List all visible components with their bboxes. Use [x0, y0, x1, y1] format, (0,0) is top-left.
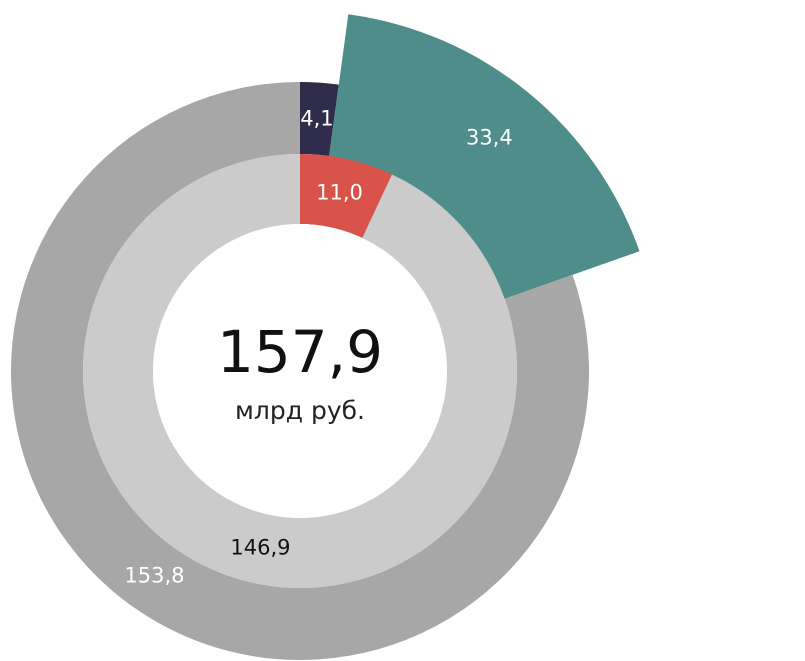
- center-unit: млрд руб.: [235, 396, 365, 425]
- value-label: 11,0: [316, 180, 363, 204]
- center-value: 157,9: [217, 318, 383, 386]
- rings: [11, 14, 640, 660]
- value-label: 4,1: [300, 107, 333, 131]
- value-label: 146,9: [230, 536, 290, 560]
- labels: 4,1 33,4 153,8 11,0 146,9: [124, 107, 512, 588]
- slice: [82, 154, 517, 588]
- value-label: 153,8: [124, 564, 184, 588]
- center-hole: [153, 224, 447, 518]
- slice: [300, 154, 392, 238]
- value-label: 33,4: [466, 125, 513, 149]
- slice: [300, 82, 339, 156]
